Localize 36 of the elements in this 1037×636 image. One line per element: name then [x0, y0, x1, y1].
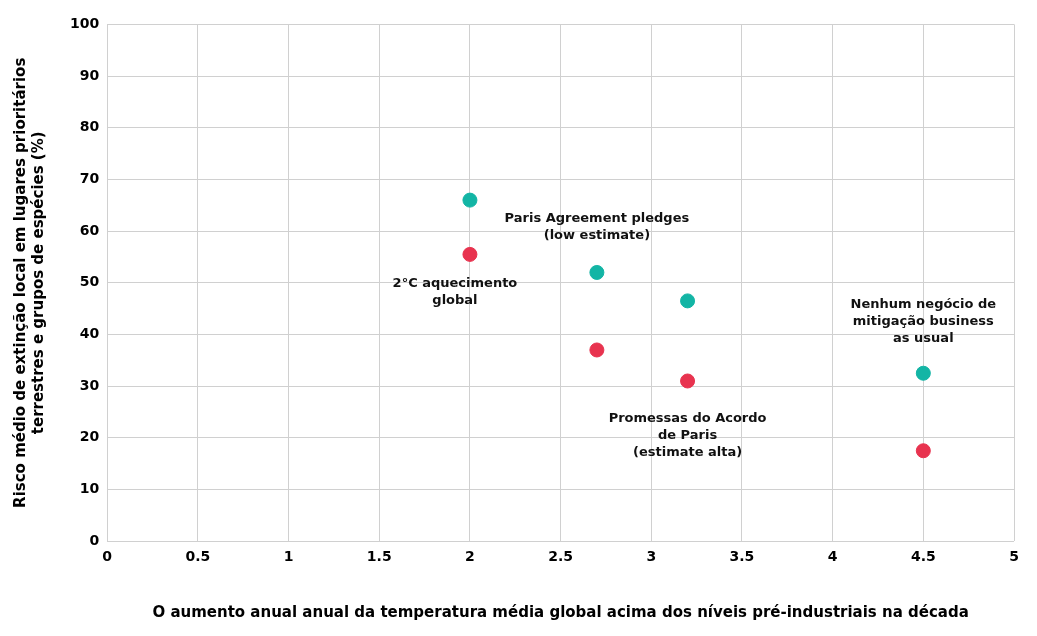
x-tick-label: 1 [283, 548, 294, 565]
y-tick-label: 70 [79, 170, 100, 187]
y-tick-label: 100 [69, 15, 100, 32]
y-tick-label: 30 [79, 376, 100, 393]
point [680, 373, 696, 389]
y-tick-label: 10 [79, 480, 100, 497]
y-tick-label: 50 [79, 273, 100, 290]
x-tick-label: 5 [1009, 548, 1019, 565]
y-tick-label: 0 [89, 531, 100, 548]
x-tick-label: 4.5 [910, 548, 936, 565]
y-tick-label: 20 [79, 428, 100, 445]
point [915, 443, 931, 459]
y-tick-label: 60 [79, 221, 100, 238]
x-tick-label: 4 [827, 548, 838, 565]
point [589, 342, 605, 358]
point [589, 264, 605, 280]
x-tick-label: 3.5 [729, 548, 755, 565]
x-tick-label: 3 [646, 548, 657, 565]
x-tick-label: 1.5 [366, 548, 392, 565]
point [462, 192, 478, 208]
point [680, 293, 696, 309]
annotation: Promessas do Acordo de Paris (estimate alta) [608, 410, 767, 460]
y-tick-label: 80 [79, 118, 100, 135]
x-tick-label: 0 [102, 548, 113, 565]
annotation: Paris Agreement pledges (low estimate) [504, 210, 690, 243]
x-axis-title: O aumento anual anual da temperatura média global acima dos níveis pré-industriais na década [152, 602, 969, 621]
annotation: 2°C aquecimento global [392, 275, 518, 308]
x-tick-label: 0.5 [185, 548, 211, 565]
y-tick-label: 90 [79, 66, 100, 83]
x-tick-label: 2.5 [548, 548, 574, 565]
x-tick-label: 2 [465, 548, 475, 565]
y-axis-title: Risco médio de extinção local em lugares prioritários terrestres e grupos de espécies (%) [10, 57, 47, 508]
annotation: Nenhum negócio de mitigação business as usual [850, 295, 997, 345]
point [915, 365, 931, 381]
y-tick-label: 40 [79, 325, 100, 342]
point [462, 246, 478, 262]
